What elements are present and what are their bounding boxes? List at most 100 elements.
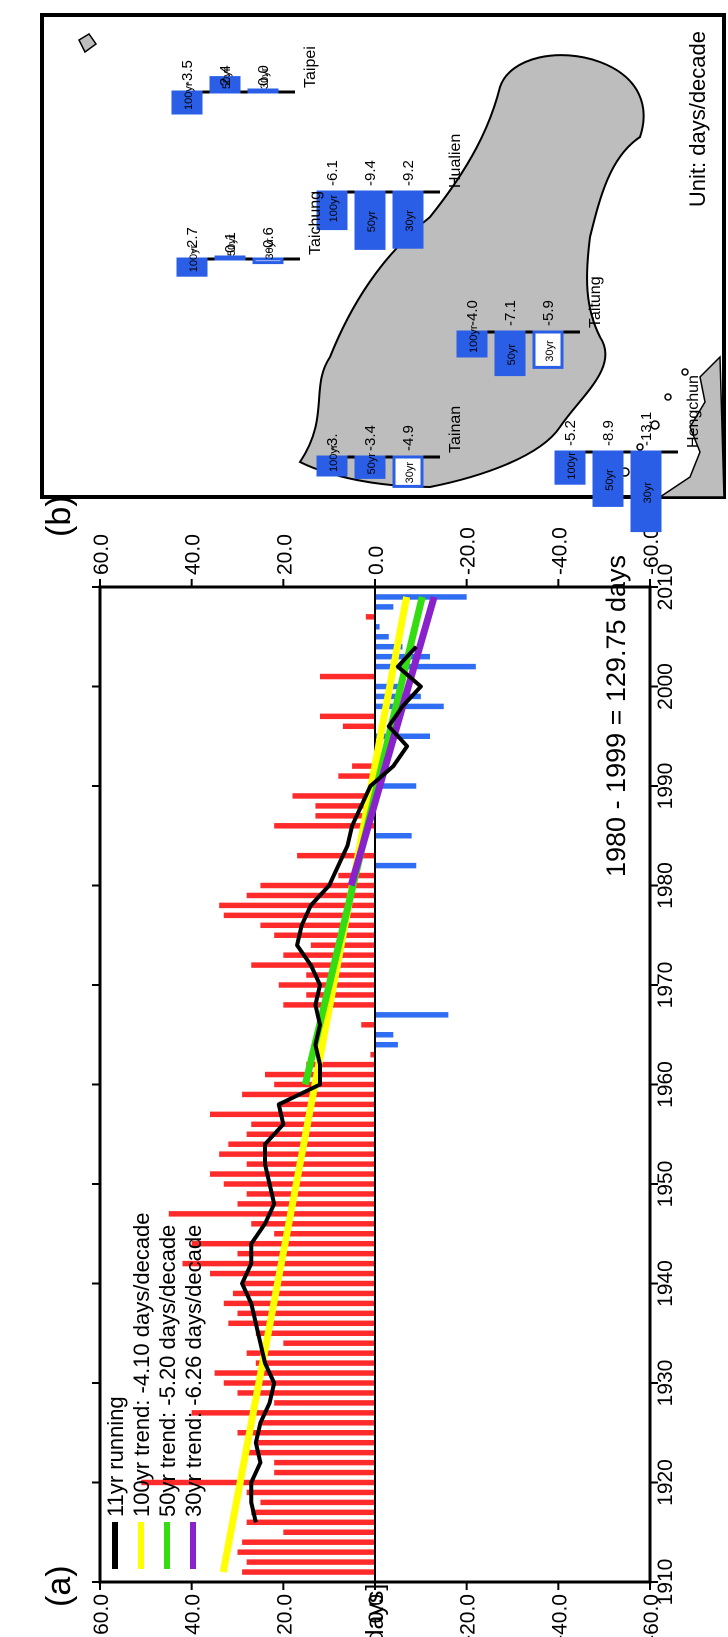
series-line-1 — [219, 596, 411, 1573]
bar-1927 — [191, 1410, 375, 1416]
x-tick-label: 1940 — [654, 1260, 677, 1307]
y-tick-label-left: 40.0 — [182, 1594, 205, 1635]
islet — [636, 443, 644, 451]
y-tick-label-left: -20.0 — [457, 1594, 480, 1637]
bar-1946 — [251, 1221, 375, 1227]
bar-1917 — [251, 1509, 375, 1516]
x-tick-label: 1910 — [654, 1559, 677, 1606]
bar-1965 — [375, 1032, 394, 1038]
period-label: 30yr — [264, 238, 276, 260]
bar-1980 — [260, 882, 375, 889]
bar-1958 — [278, 1101, 375, 1108]
station-bar-50yr — [214, 255, 246, 261]
bar-1979 — [246, 892, 375, 899]
bar-1996 — [342, 723, 375, 730]
y-tick-label-left: 60.0 — [90, 1594, 113, 1635]
station-bar-50yr — [494, 330, 526, 377]
bar-1915 — [283, 1529, 376, 1535]
bar-1971 — [306, 972, 375, 978]
bar-1948 — [237, 1201, 375, 1207]
y-tick-label-right: -20.0 — [457, 527, 480, 575]
period-label: 100yr — [188, 244, 200, 272]
y-tick-label-right: 0.0 — [365, 546, 388, 575]
period-label: 30yr — [259, 67, 271, 89]
y-axis-label: [days] — [361, 1584, 389, 1637]
station-bar-50yr — [209, 76, 241, 94]
trend-value: -6.1 — [324, 160, 341, 186]
legend-label: 30yr trend: -6.26 days/decade — [181, 1225, 206, 1517]
panel-b-label: (b) — [40, 495, 78, 537]
trend-value: -5.2 — [562, 420, 579, 446]
trend-value: -3.5 — [179, 60, 196, 86]
legend: 11yr running 100yr trend: -4.10 days/deca… — [103, 1212, 206, 1569]
bar-1926 — [260, 1420, 375, 1426]
unit-label: Unit: days/decade — [685, 31, 710, 207]
period-label: 50yr — [604, 469, 616, 491]
trend-value: -3.4 — [362, 425, 379, 451]
trend-value: -9.2 — [400, 160, 417, 186]
period-label: 100yr — [328, 444, 340, 472]
period-label: 30yr — [642, 482, 654, 504]
y-tick-label-right: 40.0 — [182, 534, 205, 575]
islet — [681, 368, 689, 376]
station-hengchun: 100yr -5.2 50yr -8.9 30yr -13.1 Hengchun — [554, 375, 702, 533]
bar-1972 — [251, 962, 375, 968]
period-label: 50yr — [366, 453, 378, 475]
station-bar-30yr — [532, 330, 564, 369]
trend-value: -3. — [324, 433, 341, 451]
bar-1987 — [315, 813, 375, 819]
station-name: Hengchun — [685, 375, 702, 448]
station-name: Taichung — [307, 191, 324, 255]
bar-1945 — [274, 1231, 375, 1237]
period-label: 50yr — [221, 67, 233, 89]
bar-1963 — [370, 1051, 375, 1058]
annotation-text: 1980 - 1999 = 129.75 days — [601, 555, 631, 877]
x-tick-label: 2010 — [654, 564, 677, 611]
trend-value: -0.6 — [260, 227, 277, 253]
bar-1936 — [228, 1320, 375, 1327]
y-tick-label-left: -40.0 — [548, 1594, 571, 1637]
station-bar-30yr — [630, 450, 662, 533]
x-tick-label: 1990 — [654, 763, 677, 810]
bar-1922 — [274, 1459, 375, 1466]
bar-1967 — [375, 1012, 449, 1018]
x-tick-label: 1970 — [654, 962, 677, 1009]
islet — [650, 420, 660, 430]
bar-1921 — [274, 1469, 375, 1476]
x-tick-label: 1980 — [654, 862, 677, 909]
coast-fragment — [657, 355, 725, 498]
bar-1914 — [242, 1539, 375, 1545]
period-label: 100yr — [468, 325, 480, 353]
bar-1955 — [246, 1131, 375, 1137]
period-label: 30yr — [404, 210, 416, 232]
period-label: 50yr — [226, 234, 238, 256]
bar-1989 — [292, 793, 375, 799]
bar-1934 — [283, 1340, 376, 1346]
bar-1964 — [375, 1041, 398, 1048]
bar-2006 — [375, 624, 380, 630]
axis-ticks: 1910 1920 1930 1940 1950 1960 1970 1980 1990 2000… — [90, 527, 677, 1637]
y-tick-label-left: 0.0 — [365, 1594, 388, 1623]
bar-1975 — [274, 932, 375, 938]
period-label: 30yr — [544, 340, 556, 362]
y-tick-label-left: -60.0 — [640, 1594, 663, 1637]
bar-1931 — [214, 1370, 375, 1376]
bar-2005 — [375, 634, 389, 640]
bar-1919 — [246, 1489, 375, 1496]
station-name: Tainan — [447, 406, 464, 453]
station-name: Taipei — [302, 46, 319, 88]
y-tick-label-right: 20.0 — [273, 534, 296, 575]
period-label: 100yr — [183, 82, 195, 110]
station-tainan: 100yr-3. 50yr -3.4 30yr -4.9 Tainan — [316, 406, 464, 488]
y-tick-label-right: -40.0 — [548, 527, 571, 575]
bar-1982 — [375, 862, 417, 869]
legend-label: 100yr trend: -4.10 days/decade — [129, 1212, 154, 1517]
x-tick-label: 1920 — [654, 1459, 677, 1506]
bar-1966 — [361, 1022, 375, 1028]
trend-value: -4.0 — [464, 300, 481, 326]
trend-value: 2.4 — [217, 65, 234, 86]
bar-1978 — [219, 902, 375, 909]
bar-1941 — [210, 1270, 375, 1277]
